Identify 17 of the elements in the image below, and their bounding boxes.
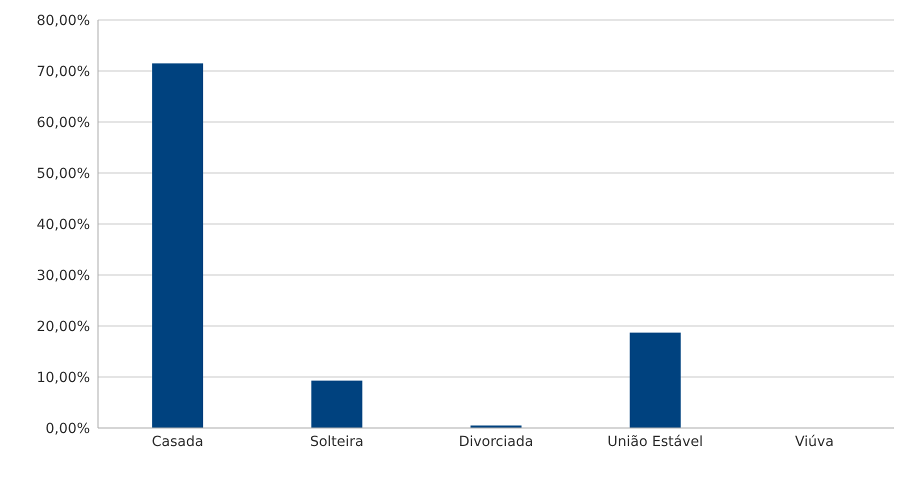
- x-tick-label: Viúva: [794, 434, 834, 450]
- bar: [630, 332, 681, 428]
- y-tick-label: 40,00%: [36, 216, 90, 233]
- bar: [152, 63, 204, 428]
- y-tick-label: 20,00%: [36, 318, 90, 335]
- x-tick-label: Divorciada: [458, 434, 534, 450]
- y-tick-label: 0,00%: [46, 420, 90, 437]
- x-tick-label: União Estável: [607, 434, 704, 450]
- bar: [311, 380, 362, 428]
- y-tick-label: 50,00%: [36, 166, 90, 182]
- y-tick-label: 80,00%: [36, 12, 90, 29]
- x-tick-label: Solteira: [310, 434, 364, 450]
- y-tick-label: 60,00%: [36, 114, 90, 131]
- y-tick-label: 10,00%: [36, 370, 90, 386]
- y-tick-label: 30,00%: [36, 268, 90, 284]
- x-tick-label: Casada: [152, 434, 204, 450]
- y-tick-label: 70,00%: [36, 64, 90, 80]
